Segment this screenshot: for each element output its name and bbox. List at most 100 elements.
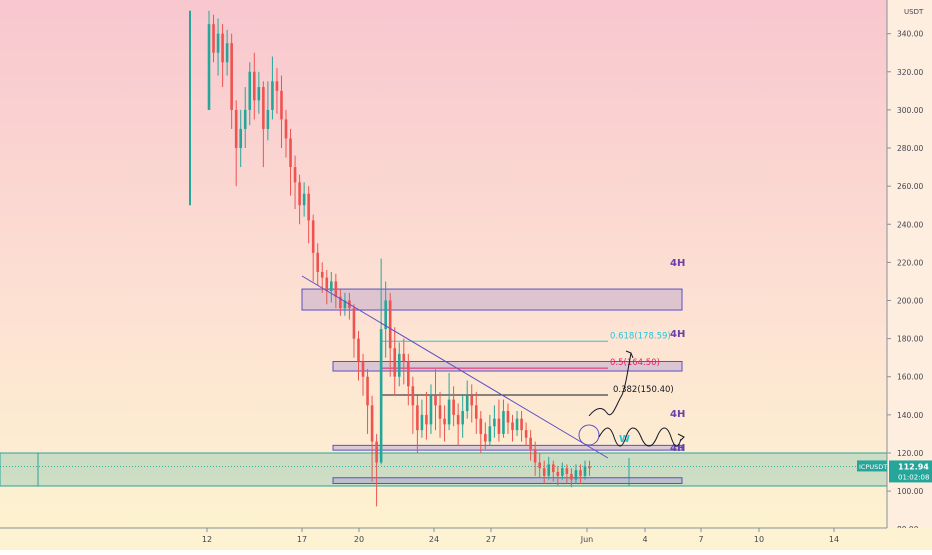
price-tick-label: 240.00 [897, 220, 923, 229]
time-tick-label: 17 [297, 535, 307, 544]
candle-body [271, 81, 274, 110]
zone-4h-label: 4H [670, 443, 685, 454]
candle-body [221, 33, 224, 63]
last-price-label: 112.94 [898, 462, 929, 471]
price-tick-label: 280.00 [897, 144, 923, 153]
price-axis-panel [887, 0, 932, 528]
candle-body [207, 24, 211, 110]
candle-body [479, 418, 483, 434]
candle-body [411, 386, 415, 406]
price-tick-label: 180.00 [897, 335, 923, 344]
candle-body [520, 418, 523, 431]
candle-body [502, 411, 505, 434]
candle-body [547, 464, 551, 476]
candle-body [212, 24, 215, 53]
candle-body [524, 430, 528, 438]
zone-4h-box[interactable] [332, 477, 683, 484]
candle-body [243, 109, 247, 129]
price-tick-label: 160.00 [897, 373, 923, 382]
candle-body [588, 466, 591, 469]
candle-body [538, 462, 541, 469]
price-tick-label: 220.00 [897, 258, 923, 267]
candle-body [266, 109, 270, 129]
zone-4h-box[interactable] [301, 288, 683, 311]
projected-path [588, 352, 632, 417]
candle-body [325, 277, 329, 291]
price-tick-label: 120.00 [897, 449, 923, 458]
candle-body [257, 87, 261, 101]
candle-body [302, 193, 306, 206]
time-tick-label: Jun [580, 535, 594, 544]
time-tick-label: 10 [754, 535, 764, 544]
candle-body [583, 466, 587, 476]
candle-body [262, 87, 265, 129]
time-tick-label: 4 [642, 535, 647, 544]
target-zone-box [0, 452, 888, 487]
candle-body [515, 418, 519, 431]
candle-body [225, 43, 229, 63]
candle-body [361, 361, 365, 377]
time-tick-label: 7 [698, 535, 703, 544]
circle-marker [578, 424, 600, 446]
candle-body [311, 220, 315, 253]
candles-layer [189, 10, 591, 507]
range-wave-arrowhead [677, 433, 685, 442]
candle-body [506, 411, 510, 423]
price-tick-label: 100.00 [897, 487, 923, 496]
zone-4h-box[interactable] [332, 360, 683, 372]
candle-body [470, 395, 474, 406]
zones-layer: 4H4H4H4H0.618(178.59)0.5(164.50)0.382(15… [0, 258, 888, 487]
candle-body [493, 418, 496, 427]
price-tick-label: 140.00 [897, 411, 923, 420]
candle-body [416, 405, 419, 431]
candle-body [393, 348, 397, 377]
candle-body [189, 10, 191, 206]
candle-body [551, 464, 555, 473]
candle-body [357, 338, 360, 362]
candle-body [402, 353, 406, 362]
candle-body [570, 473, 573, 480]
candle-body [474, 405, 478, 419]
candle-body [330, 281, 333, 291]
candle-body [434, 395, 437, 406]
candle-body [298, 182, 301, 206]
fib-level-label: 0.5(164.50) [610, 358, 660, 368]
pattern-label: W [619, 434, 630, 445]
candle-body [253, 71, 256, 101]
candle-body [574, 470, 578, 480]
fib-level-label: 0.382(150.40) [613, 385, 674, 395]
candle-body [533, 449, 537, 463]
price-tick-label: 260.00 [897, 182, 923, 191]
candle-body [352, 308, 356, 339]
candle-body [343, 300, 347, 309]
candle-body [484, 433, 487, 442]
candle-body [284, 119, 288, 139]
candle-body [456, 414, 460, 425]
candle-body [216, 33, 220, 53]
candle-body [397, 353, 401, 377]
candle-body [248, 71, 252, 110]
candle-body [230, 43, 233, 110]
currency-label: USDT [904, 8, 924, 16]
range-wave-path [598, 427, 682, 447]
candle-body [375, 441, 378, 463]
zone-4h-label: 4H [670, 258, 685, 269]
candle-body [370, 405, 374, 442]
zone-4h-label: 4H [670, 409, 685, 420]
candle-body [239, 128, 243, 149]
candle-body [447, 399, 451, 425]
price-tick-label: 340.00 [897, 30, 923, 39]
downtrend-line[interactable] [301, 275, 609, 459]
candle-body [334, 281, 338, 297]
price-tick-label: 300.00 [897, 106, 923, 115]
candle-body [275, 81, 279, 91]
zone-4h-box[interactable] [332, 444, 683, 451]
candle-body [388, 300, 392, 349]
drawings-layer [301, 275, 685, 459]
candle-body [234, 109, 238, 149]
candle-body [366, 376, 369, 406]
candle-body [452, 399, 455, 415]
